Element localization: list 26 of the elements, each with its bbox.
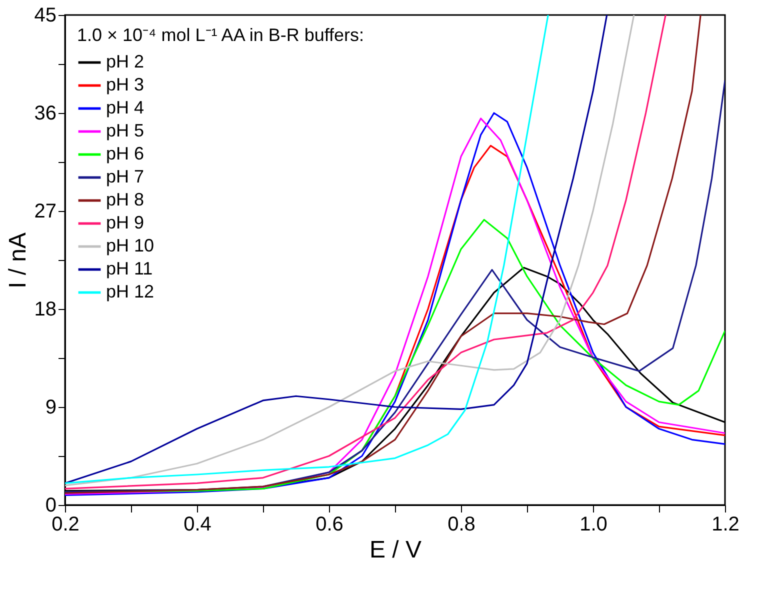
x-axis-title: E / V [369,536,422,564]
legend-label: pH 4 [106,98,144,118]
legend-label: pH 5 [106,120,144,140]
y-tick-label: 45 [34,4,56,26]
legend-label: pH 12 [106,282,154,302]
y-tick-label: 18 [34,298,56,320]
y-tick-label: 9 [45,396,56,418]
x-tick-label: 1.2 [712,514,740,536]
y-tick-label: 36 [34,102,56,124]
y-tick-label: 27 [34,200,56,222]
x-tick-label: 0.2 [52,514,80,536]
legend-label: pH 7 [106,166,144,186]
legend-label: pH 6 [106,144,144,164]
legend-label: pH 8 [106,190,144,210]
x-tick-label: 0.4 [184,514,212,536]
x-tick-label: 1.0 [580,514,608,536]
x-tick-label: 0.6 [316,514,344,536]
legend-label: pH 3 [106,74,144,94]
legend-label: pH 11 [106,258,153,278]
legend-label: pH 2 [106,52,144,72]
legend-label: pH 10 [106,236,154,256]
y-axis-title: I / nA [4,232,32,289]
legend-title: 1.0 × 10⁻⁴ mol L⁻¹ AA in B-R buffers: [77,25,364,45]
x-tick-label: 0.8 [448,514,476,536]
legend-label: pH 9 [106,212,144,232]
y-tick-label: 0 [45,494,56,516]
